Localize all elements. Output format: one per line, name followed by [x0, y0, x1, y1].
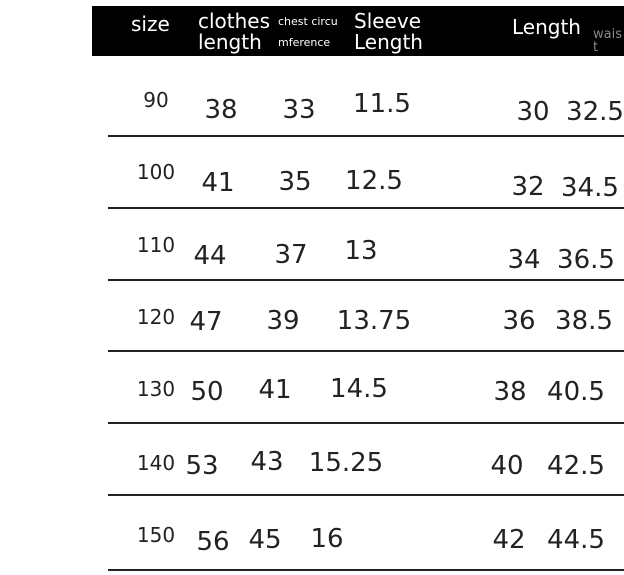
length-cell: 40 [490, 451, 524, 481]
chest-cell: 41 [258, 375, 292, 405]
length-cell: 30 [516, 97, 550, 127]
header-bar [92, 6, 624, 56]
clothes-length-cell: 50 [190, 377, 224, 407]
clothes-length-cell: 47 [189, 307, 223, 337]
chest-cell: 35 [278, 167, 312, 197]
header-sleeve-length: Sleeve Length [354, 9, 423, 54]
waist-cell: 40.5 [547, 377, 605, 407]
waist-cell: 34.5 [561, 173, 619, 203]
chest-cell: 37 [274, 240, 308, 270]
length-cell: 36 [502, 306, 536, 336]
length-cell: 42 [492, 525, 526, 555]
header-size: size [131, 12, 170, 36]
size-cell: 100 [136, 160, 176, 184]
size-cell: 110 [136, 233, 176, 257]
header-waist: waist [593, 28, 622, 55]
row-rule [108, 494, 624, 496]
row-rule [108, 350, 624, 352]
size-cell: 150 [136, 523, 176, 547]
header-length: Length [512, 15, 581, 39]
length-cell: 32 [511, 172, 545, 202]
waist-cell: 32.5 [566, 97, 624, 127]
clothes-length-cell: 56 [196, 527, 230, 557]
sleeve-length-cell: 12.5 [345, 166, 403, 196]
row-rule [108, 279, 624, 281]
clothes-length-cell: 41 [201, 168, 235, 198]
header-chest: chest circumference [278, 15, 338, 49]
size-cell: 130 [136, 377, 176, 401]
length-cell: 34 [507, 245, 541, 275]
waist-cell: 44.5 [547, 525, 605, 555]
waist-cell: 38.5 [555, 306, 613, 336]
row-rule [108, 135, 624, 137]
chest-cell: 39 [266, 306, 300, 336]
waist-cell: 42.5 [547, 451, 605, 481]
row-rule [108, 422, 624, 424]
chest-cell: 33 [282, 95, 316, 125]
size-cell: 90 [143, 88, 169, 112]
clothes-length-cell: 44 [193, 241, 227, 271]
chest-cell: 43 [250, 447, 284, 477]
sleeve-length-cell: 16 [310, 524, 344, 554]
size-cell: 140 [136, 451, 176, 475]
size-cell: 120 [136, 305, 176, 329]
sleeve-length-cell: 15.25 [308, 448, 384, 478]
sleeve-length-cell: 11.5 [353, 89, 411, 119]
row-rule [108, 207, 624, 209]
row-rule [108, 569, 624, 571]
chest-cell: 45 [248, 525, 282, 555]
header-clothes-length: clothes length [198, 9, 271, 54]
length-cell: 38 [493, 377, 527, 407]
sleeve-length-cell: 13 [344, 236, 378, 266]
clothes-length-cell: 38 [204, 95, 238, 125]
sleeve-length-cell: 13.75 [336, 306, 412, 336]
sleeve-length-cell: 14.5 [330, 374, 388, 404]
clothes-length-cell: 53 [185, 451, 219, 481]
waist-cell: 36.5 [557, 245, 615, 275]
